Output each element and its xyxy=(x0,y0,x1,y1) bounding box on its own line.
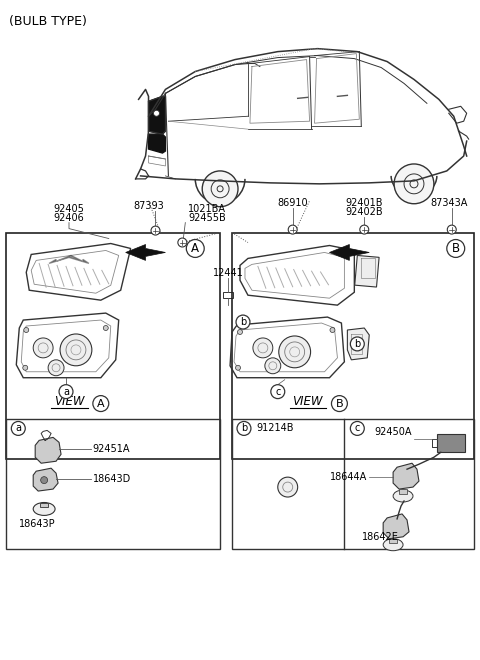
Polygon shape xyxy=(393,463,419,489)
Text: 92402B: 92402B xyxy=(346,207,383,216)
Text: VIEW: VIEW xyxy=(54,395,84,407)
Circle shape xyxy=(237,422,251,436)
Polygon shape xyxy=(49,255,89,263)
Text: 92455B: 92455B xyxy=(188,213,226,222)
Circle shape xyxy=(265,358,281,374)
Circle shape xyxy=(238,329,242,335)
Circle shape xyxy=(12,422,25,436)
Text: B: B xyxy=(336,399,343,409)
Circle shape xyxy=(154,110,159,116)
Circle shape xyxy=(178,238,187,247)
Circle shape xyxy=(332,395,348,412)
Text: 92450A: 92450A xyxy=(374,428,412,438)
Text: 86910: 86910 xyxy=(277,198,308,208)
Circle shape xyxy=(186,240,204,257)
Bar xyxy=(437,434,465,452)
Circle shape xyxy=(41,477,48,484)
Circle shape xyxy=(278,477,298,497)
Text: A: A xyxy=(97,399,105,409)
Circle shape xyxy=(33,338,53,358)
Circle shape xyxy=(330,327,335,333)
Text: 18644A: 18644A xyxy=(330,472,367,482)
Circle shape xyxy=(288,225,297,234)
Circle shape xyxy=(350,337,364,351)
Text: 87393: 87393 xyxy=(133,201,164,211)
Circle shape xyxy=(447,225,456,234)
Text: 92401B: 92401B xyxy=(346,198,383,208)
Text: 18643D: 18643D xyxy=(93,474,131,484)
Circle shape xyxy=(394,164,434,204)
Bar xyxy=(389,539,397,543)
Text: 18642E: 18642E xyxy=(362,532,399,542)
Polygon shape xyxy=(33,468,58,491)
Text: c: c xyxy=(275,387,280,397)
Polygon shape xyxy=(148,96,166,134)
Polygon shape xyxy=(35,438,61,463)
Text: 87343A: 87343A xyxy=(430,198,468,208)
Text: VIEW: VIEW xyxy=(292,395,323,407)
Text: b: b xyxy=(354,339,360,349)
Text: c: c xyxy=(355,424,360,434)
Text: 92406: 92406 xyxy=(54,213,84,222)
Text: 92451A: 92451A xyxy=(93,444,131,454)
Bar xyxy=(232,232,474,459)
Circle shape xyxy=(360,225,369,234)
Circle shape xyxy=(350,422,364,436)
Text: 18643P: 18643P xyxy=(19,519,56,529)
Text: 91214B: 91214B xyxy=(256,424,293,434)
Text: A: A xyxy=(191,242,199,255)
Circle shape xyxy=(279,336,311,368)
Circle shape xyxy=(59,385,73,399)
Bar xyxy=(6,232,220,459)
Polygon shape xyxy=(148,134,166,153)
Text: 1021BA: 1021BA xyxy=(188,204,226,214)
Circle shape xyxy=(236,315,250,329)
Text: B: B xyxy=(452,242,460,255)
Circle shape xyxy=(23,365,28,370)
Text: 12441: 12441 xyxy=(213,269,243,279)
Text: b: b xyxy=(240,317,246,327)
Circle shape xyxy=(447,240,465,257)
Ellipse shape xyxy=(393,490,413,502)
Circle shape xyxy=(48,360,64,376)
Text: a: a xyxy=(15,424,21,434)
Circle shape xyxy=(202,171,238,207)
Circle shape xyxy=(271,385,285,399)
Bar xyxy=(355,255,379,287)
Bar xyxy=(232,420,474,548)
Polygon shape xyxy=(348,328,369,360)
Text: a: a xyxy=(63,387,69,397)
Bar xyxy=(6,420,220,548)
Circle shape xyxy=(24,327,29,333)
Bar xyxy=(223,292,233,298)
Text: 92405: 92405 xyxy=(54,204,84,214)
Circle shape xyxy=(93,395,109,412)
Ellipse shape xyxy=(33,502,55,515)
Bar xyxy=(399,489,407,494)
Polygon shape xyxy=(383,514,409,539)
Circle shape xyxy=(103,325,108,331)
Circle shape xyxy=(236,365,240,370)
Circle shape xyxy=(60,334,92,366)
Text: b: b xyxy=(241,424,247,434)
Circle shape xyxy=(253,338,273,358)
Circle shape xyxy=(151,226,160,235)
Polygon shape xyxy=(329,244,369,261)
Bar xyxy=(40,503,48,507)
Polygon shape xyxy=(126,244,166,261)
Text: (BULB TYPE): (BULB TYPE) xyxy=(9,15,87,28)
Ellipse shape xyxy=(383,539,403,550)
